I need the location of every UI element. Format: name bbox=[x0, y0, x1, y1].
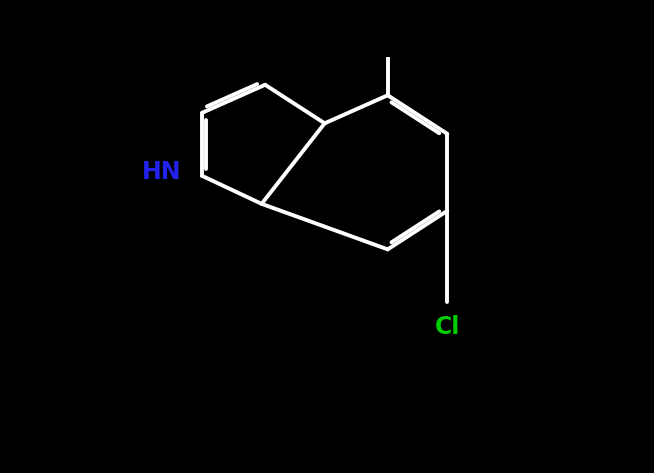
Text: HN: HN bbox=[141, 160, 181, 184]
Text: Cl: Cl bbox=[434, 315, 460, 339]
Text: O: O bbox=[463, 0, 483, 2]
